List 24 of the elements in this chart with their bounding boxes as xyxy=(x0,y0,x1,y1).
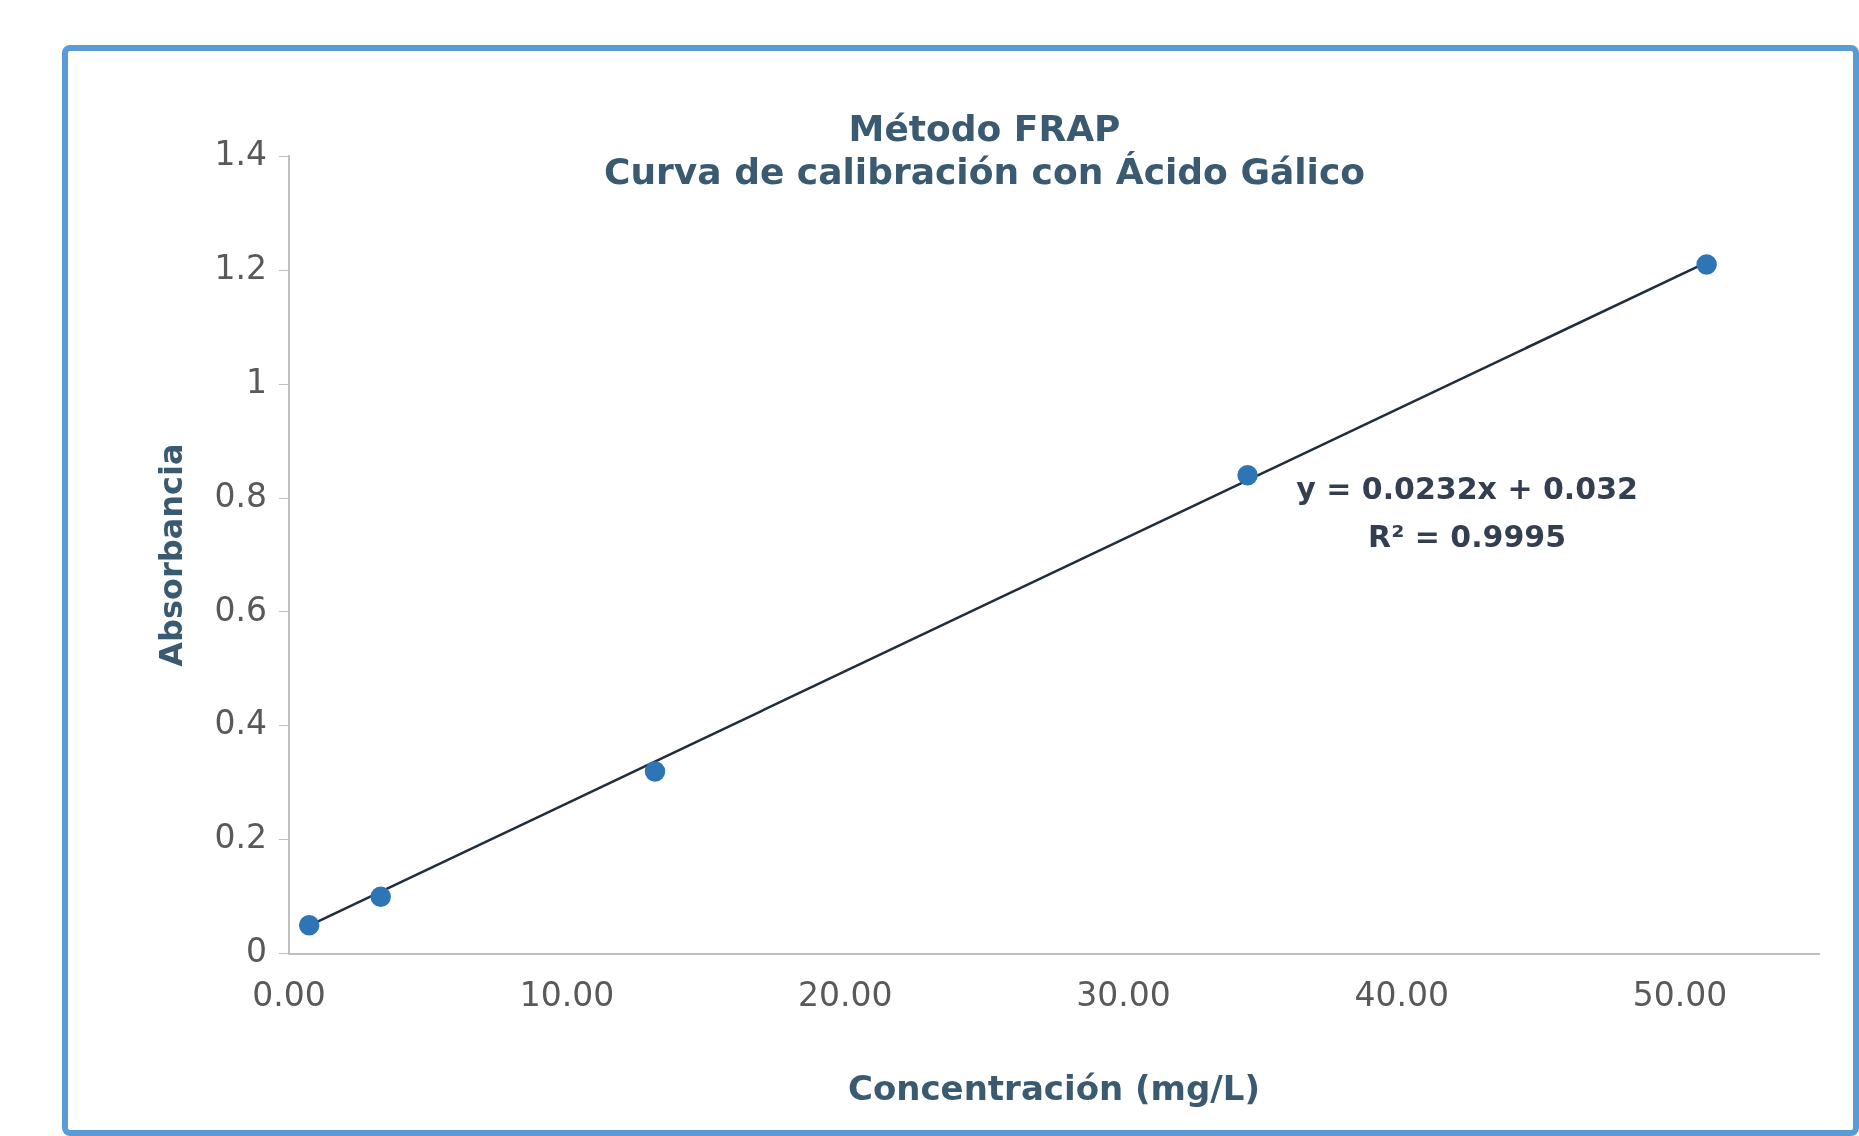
x-tick-label: 20.00 xyxy=(798,974,893,1014)
point xyxy=(1237,465,1258,486)
x-tick-label: 50.00 xyxy=(1632,974,1728,1014)
y-tick-label: 1.4 xyxy=(214,133,267,173)
y-tick-label: 0.6 xyxy=(214,589,267,629)
x-tick-label: 0.00 xyxy=(252,974,326,1014)
point xyxy=(1696,254,1717,275)
y-tick-label: 0.4 xyxy=(214,703,267,743)
point xyxy=(644,761,666,782)
annotation: R² = 0.9995 xyxy=(1368,519,1567,555)
x-axis-title: Concentración (mg/L) xyxy=(847,1068,1260,1109)
annotation: y = 0.0232x + 0.032 xyxy=(1296,471,1638,507)
point xyxy=(370,886,391,907)
y-axis-title: Absorbancia xyxy=(151,443,190,667)
y-tick-label: 1 xyxy=(245,361,267,401)
x-tick-label: 30.00 xyxy=(1076,974,1171,1014)
x-tick-label: 10.00 xyxy=(519,974,615,1014)
y-tick-label: 0 xyxy=(245,931,267,971)
y-tick-label: 0.8 xyxy=(214,475,267,515)
x-tick-label: 40.00 xyxy=(1354,974,1449,1014)
point xyxy=(298,914,320,936)
y-tick-label: 1.2 xyxy=(214,247,267,287)
chart-title: Método FRAP Curva de calibración con Ácido Gálico xyxy=(604,107,1365,193)
y-tick-label: 0.2 xyxy=(214,817,267,857)
